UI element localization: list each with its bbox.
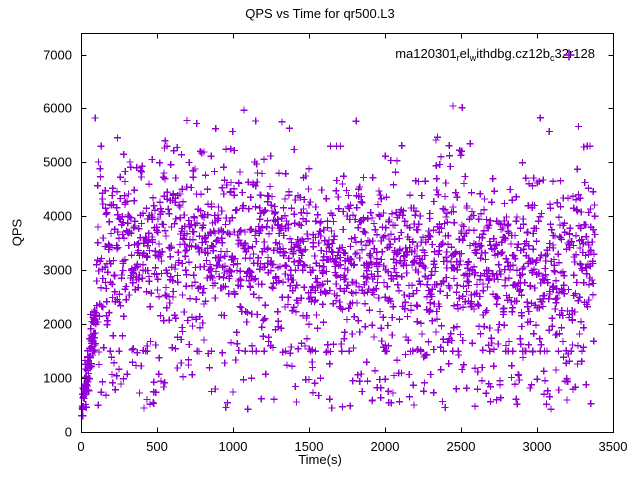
y-axis-tick-label: 3000 [43,262,72,278]
x-axis-tick-label: 0 [77,439,85,454]
y-axis-tick-label: 0 [64,424,72,440]
legend-entry-label: ma120301relwithdbg.cz12bc32r128 [395,46,595,63]
chart-title: QPS vs Time for qr500.L3 [245,6,395,21]
x-axis-tick-label: 2500 [446,439,476,454]
y-axis-tick-label: 7000 [43,47,72,63]
y-axis-tick-label: 1000 [43,370,72,386]
x-axis-tick-label: 1000 [218,439,248,454]
y-axis-tick-label: 2000 [43,316,72,332]
y-axis-tick-label: 6000 [43,100,72,116]
x-axis-tick-label: 2000 [370,439,400,454]
y-axis-tick-label: 4000 [43,208,72,224]
legend-marker-icon [563,49,575,61]
x-axis-tick-label: 500 [146,439,168,454]
x-axis-tick-label: 3500 [598,439,628,454]
x-axis-tick-label: 1500 [294,439,324,454]
x-axis-label: Time(s) [298,452,342,467]
y-axis-tick-label: 5000 [43,154,72,170]
x-axis-tick-label: 3000 [522,439,552,454]
